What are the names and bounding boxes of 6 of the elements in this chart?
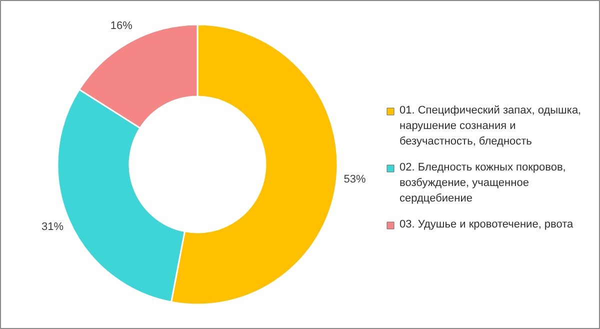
legend-label: 02. Бледность кожных покровов, возбуждение, учащенное сердцебиение [400, 162, 566, 205]
data-label: 16% [110, 20, 133, 32]
data-label: 31% [41, 221, 64, 234]
data-label: 53% [344, 173, 366, 186]
legend-label: 03. Удушье и кровотечение, рвота [400, 218, 574, 230]
legend-label: 01. Специфический запах, одышка, нарушение сознания и безучастность, бледность [400, 104, 582, 148]
